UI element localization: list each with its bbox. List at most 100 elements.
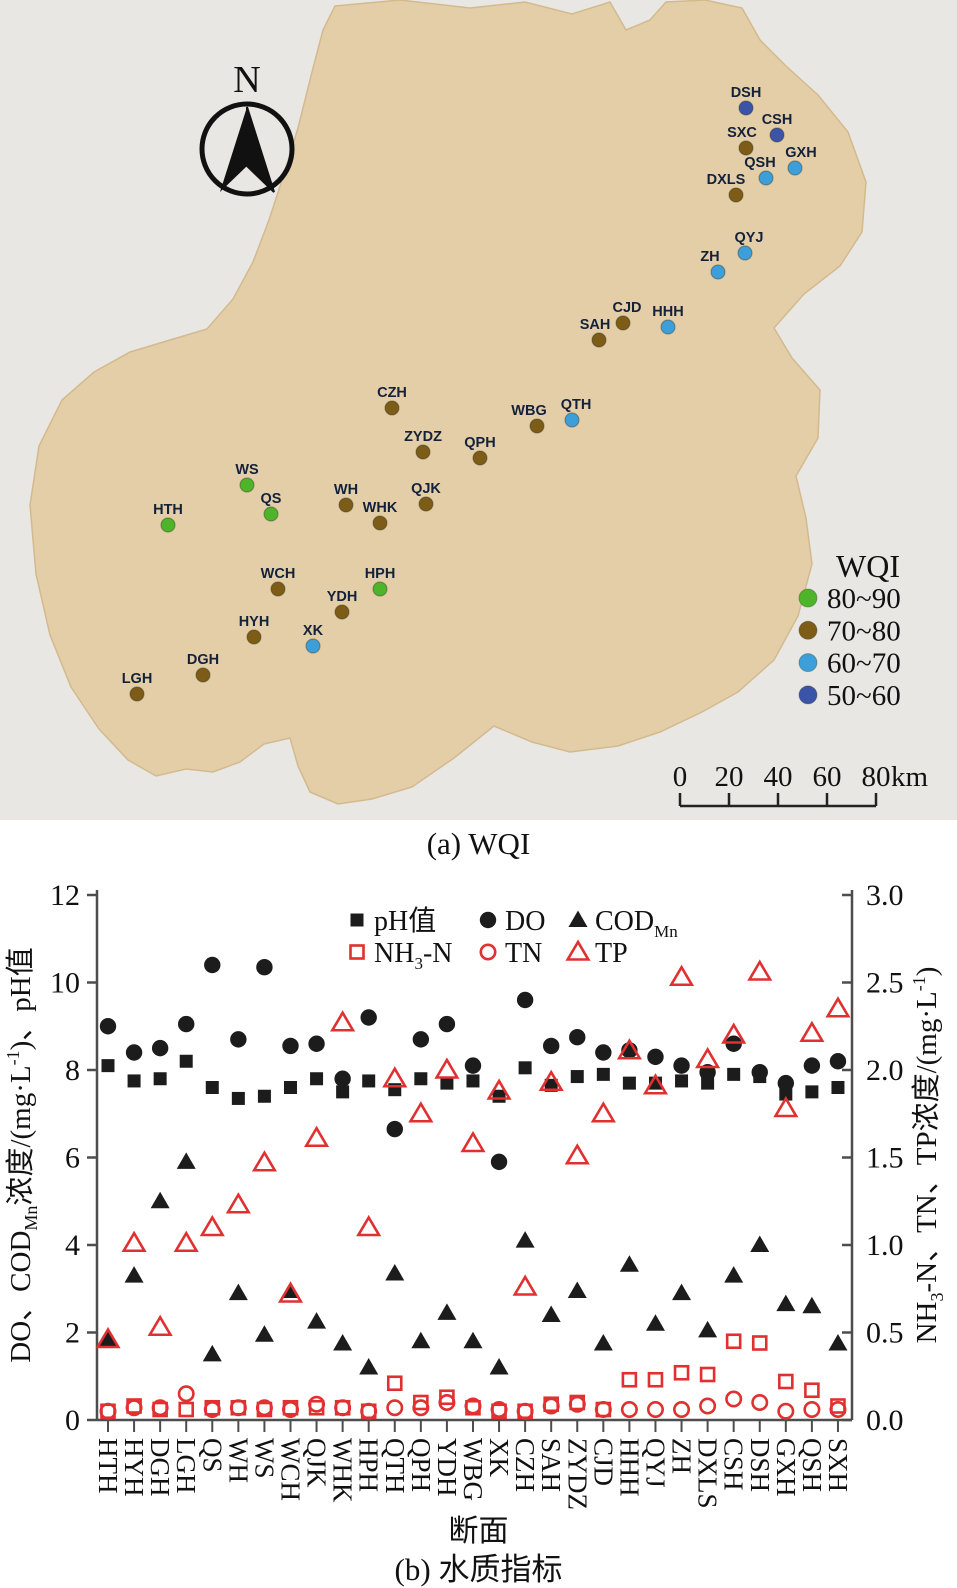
data-point (594, 1400, 612, 1418)
right-axis-title: NH3-N、TN、TP浓度/(mg·L-1) (909, 967, 947, 1344)
data-point (751, 1393, 769, 1411)
data-point (127, 1074, 141, 1088)
x-tick-label-hth: HTH (93, 1438, 123, 1494)
wqi-legend-dot-60-70 (798, 653, 818, 673)
station-qsh-label: QSH (744, 155, 775, 171)
data-point (646, 1400, 664, 1418)
data-point (121, 1230, 147, 1253)
wqi-legend-dot-80-90 (798, 588, 818, 608)
data-point (205, 1081, 219, 1094)
data-point (228, 1283, 248, 1301)
data-point (230, 1031, 247, 1048)
x-tick-label-hhh: HHH (614, 1438, 644, 1497)
data-point (360, 1009, 377, 1026)
data-point (434, 1057, 460, 1079)
data-point (570, 1070, 584, 1084)
x-tick-label-qsh: QSH (797, 1438, 827, 1492)
data-point (412, 1031, 430, 1048)
series-tp (95, 959, 851, 1349)
data-point (303, 1125, 330, 1148)
north-arrow-left-wing (220, 107, 247, 192)
data-point (773, 1095, 799, 1118)
wqi-legend-label-60-70: 60~70 (827, 648, 901, 680)
data-point (829, 1053, 847, 1070)
data-point (178, 1015, 195, 1033)
right-axis-tick-label: 2.5 (866, 967, 904, 1000)
data-point (334, 1399, 352, 1417)
data-point (803, 1057, 821, 1074)
station-gxh-dot (787, 160, 803, 176)
x-tick-label-dgh: DGH (145, 1438, 175, 1497)
data-point (386, 1399, 404, 1417)
station-dxls-label: DXLS (707, 172, 746, 188)
x-tick-label-wch: WCH (275, 1438, 305, 1501)
data-point (386, 1120, 403, 1138)
station-xk-label: XK (303, 623, 324, 639)
station-cjd-dot (615, 315, 631, 331)
legend-marker-1-1 (479, 943, 497, 961)
x-tick-label-qyj: QYJ (640, 1438, 670, 1488)
water-quality-chart-panel: 12 10 8 6 4 2 0 3.0 2.5 2.0 1.5 1.0 0.5 0.0 HTHHYHDGHL… (3, 879, 947, 1510)
data-point (360, 1402, 378, 1420)
x-tick-label-csh: CSH (719, 1438, 749, 1491)
station-dgh-label: DGH (187, 652, 219, 668)
x-tick-label-qph: QPH (406, 1438, 436, 1492)
station-qth-dot (564, 412, 580, 428)
station-hph-label: HPH (365, 566, 396, 582)
data-point (803, 1400, 821, 1418)
data-point (463, 1331, 483, 1349)
data-point (356, 1214, 382, 1237)
x-tick-label-qjk: QJK (302, 1438, 332, 1488)
data-point (727, 1067, 741, 1081)
data-point (277, 1281, 304, 1303)
chart-x-axis-title: 断面 (448, 1515, 509, 1548)
x-tick-label-whk: WHK (328, 1438, 358, 1503)
series-ph- (101, 1054, 845, 1105)
station-hth-label: HTH (153, 502, 183, 518)
station-qth-label: QTH (561, 397, 592, 413)
data-point (596, 1067, 610, 1081)
x-tick-label-lgh: LGH (171, 1438, 201, 1494)
station-ydh-dot (334, 604, 350, 620)
data-point (229, 1399, 247, 1417)
data-point (362, 1074, 376, 1088)
station-hph-dot (372, 581, 388, 597)
wqi-legend-title: WQI (836, 548, 900, 584)
station-wch-label: WCH (261, 566, 296, 582)
data-point (124, 1266, 144, 1283)
data-point (257, 1089, 271, 1103)
x-tick-label-wh: WH (223, 1438, 253, 1483)
data-point (804, 1382, 820, 1399)
data-point (310, 1072, 324, 1086)
left-axis-tick-label: 8 (65, 1054, 80, 1087)
data-point (778, 1373, 794, 1390)
data-point (225, 1192, 251, 1214)
data-point (542, 1037, 560, 1055)
right-axis-tick-label: 0.5 (866, 1317, 904, 1350)
data-point (359, 1358, 379, 1375)
station-sah-dot (591, 332, 607, 348)
data-point (802, 1296, 822, 1314)
data-point (99, 1402, 117, 1420)
chart-legend: pH值 DO CODMn NH3-N TN TP (349, 905, 678, 973)
left-axis-tick-label: 10 (50, 967, 80, 1000)
left-axis-tick-label: 0 (65, 1404, 80, 1437)
legend-marker-0-0 (350, 913, 364, 927)
data-point (153, 1072, 167, 1086)
station-sah-label: SAH (580, 317, 611, 333)
station-ydh-label: YDH (327, 589, 358, 605)
legend-label-1-2: TP (595, 938, 628, 969)
north-arrow-right-wing (246, 106, 275, 193)
x-tick-label-sxh: SXH (823, 1438, 853, 1492)
data-point (777, 1074, 795, 1092)
station-dsh-label: DSH (731, 85, 762, 101)
data-point (386, 1375, 403, 1392)
x-tick-label-hph: HPH (354, 1438, 384, 1492)
data-point (512, 1274, 538, 1296)
data-point (150, 1191, 170, 1209)
scale-bar-tick-label: 40 (764, 761, 793, 793)
data-point (699, 1397, 717, 1415)
data-point (673, 1057, 690, 1074)
left-axis-title: DO、CODMn浓度/(mg·L-1)、pH值 (3, 947, 41, 1362)
